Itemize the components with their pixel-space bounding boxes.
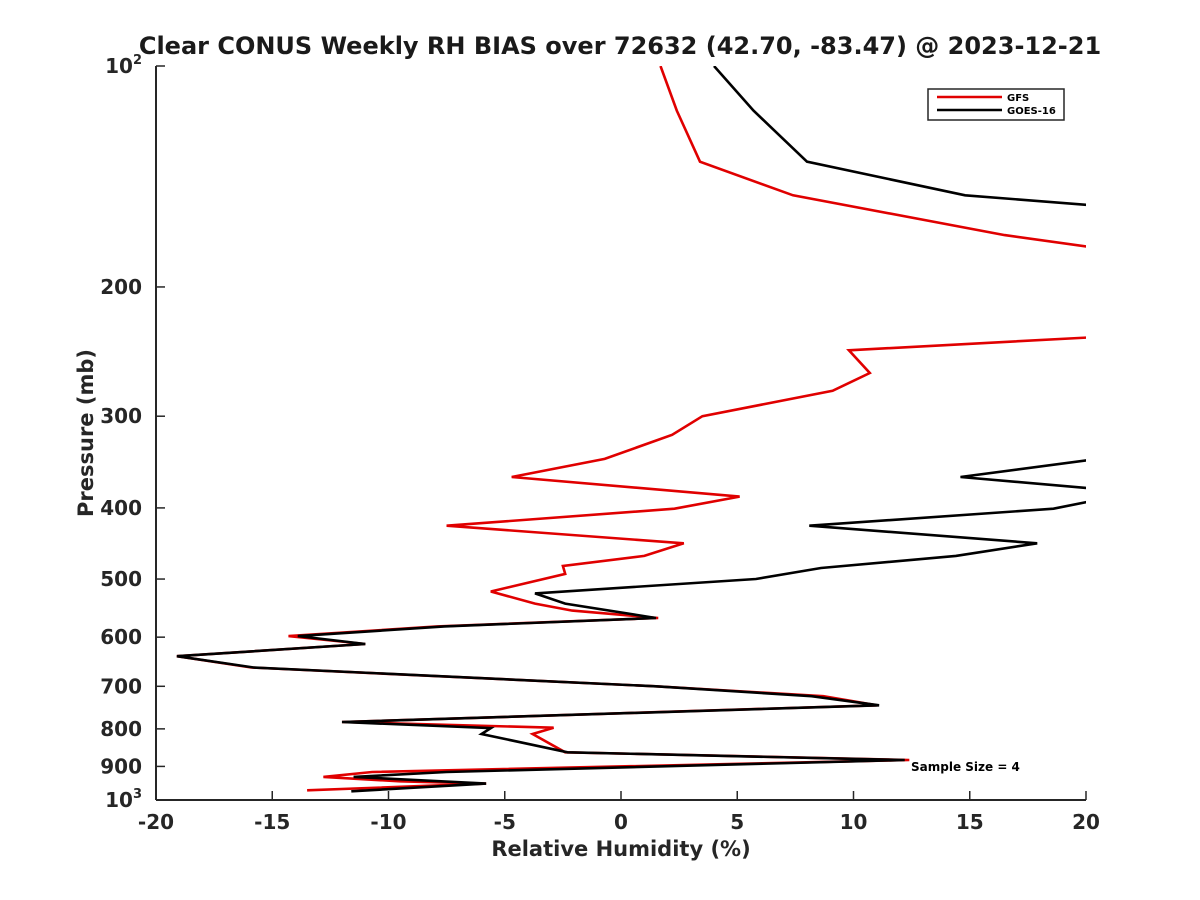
legend: GFS GOES-16 xyxy=(927,88,1065,121)
x-tick-label: 10 xyxy=(840,810,868,834)
y-tick-label: 102 xyxy=(105,53,142,78)
y-tick-label: 103 xyxy=(105,787,142,812)
y-tick-label: 500 xyxy=(100,567,142,591)
y-tick-label: 700 xyxy=(100,674,142,698)
x-tick-label: -20 xyxy=(138,810,174,834)
y-ticks: 102 200 300 400 500 600 700 800 900 103 xyxy=(100,53,165,812)
x-axis-label: Relative Humidity (%) xyxy=(491,837,750,861)
x-ticks: -20 -15 -10 -5 0 5 10 15 20 xyxy=(138,791,1100,834)
y-axis-label: Pressure (mb) xyxy=(74,349,98,517)
y-tick-label: 400 xyxy=(100,496,142,520)
x-tick-label: -15 xyxy=(254,810,290,834)
legend-label-goes16: GOES-16 xyxy=(1007,106,1056,117)
sample-size-annotation: Sample Size = 4 xyxy=(911,760,1020,774)
x-tick-label: 5 xyxy=(730,810,744,834)
x-tick-label: -5 xyxy=(494,810,516,834)
chart-title: Clear CONUS Weekly RH BIAS over 72632 (4… xyxy=(139,32,1101,60)
y-tick-label: 900 xyxy=(100,754,142,778)
y-tick-label: 200 xyxy=(100,275,142,299)
x-tick-label: 15 xyxy=(956,810,984,834)
y-tick-label: 800 xyxy=(100,717,142,741)
series-line-goes16 xyxy=(176,66,1086,793)
y-tick-label: 300 xyxy=(100,404,142,428)
y-tick-label: 600 xyxy=(100,625,142,649)
x-tick-label: 20 xyxy=(1072,810,1100,834)
legend-label-gfs: GFS xyxy=(1007,93,1029,104)
legend-box xyxy=(927,88,1065,121)
series-layer xyxy=(176,66,1086,793)
x-tick-label: -10 xyxy=(370,810,406,834)
x-tick-label: 0 xyxy=(614,810,628,834)
